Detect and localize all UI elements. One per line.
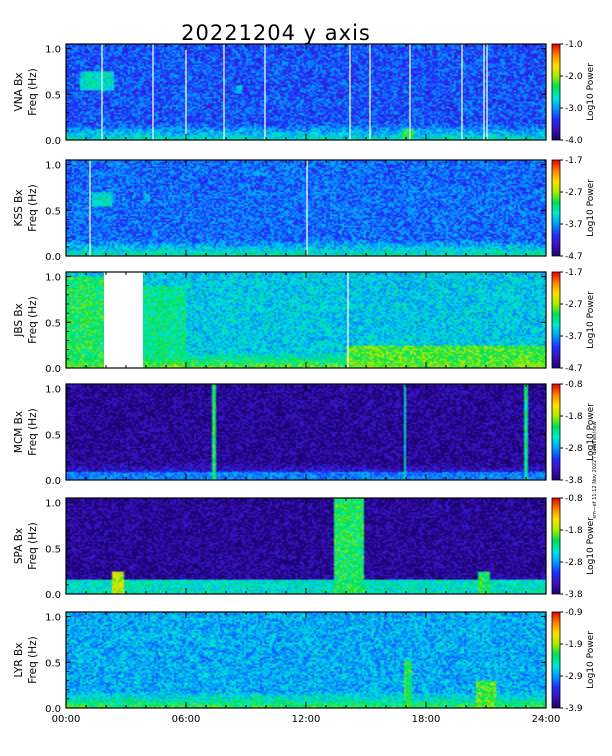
colorbar-tick-label: -2.7 — [565, 300, 583, 310]
colorbar — [551, 271, 561, 369]
colorbar-tick-label: -2.7 — [565, 188, 583, 198]
x-tick-label: 00:00 — [52, 714, 81, 725]
colorbar-label: Log10 Power — [586, 179, 596, 237]
colorbar — [551, 611, 561, 709]
y-tick-label: 0.5 — [45, 430, 61, 441]
station-label: LYR Bx — [13, 643, 25, 678]
y-tick-label: 1.0 — [45, 499, 61, 510]
panel-spa: 0.0 0.5 1.0 SPA Bx Freq (Hz) -0.8 -1.8 -2.8 -3.8… — [13, 494, 596, 601]
panel-kss: 0.0 0.5 1.0 KSS Bx Freq (Hz) -1.7 -2.7 -3.7 -4.7… — [13, 156, 596, 263]
colorbar-label: Log10 Power — [586, 403, 596, 461]
colorbar-tick-label: -3.7 — [565, 220, 583, 230]
colorbar-tick-label: -4.7 — [565, 364, 583, 374]
spectrogram-image — [66, 612, 546, 708]
y-tick-label: 0.0 — [45, 590, 61, 601]
station-label: SPA Bx — [13, 528, 25, 564]
x-tick-label: 12:00 — [292, 714, 321, 725]
colorbar-tick-label: -0.9 — [565, 608, 583, 618]
colorbar — [551, 497, 561, 595]
spectrogram-image — [66, 384, 546, 480]
colorbar-tick-label: -3.7 — [565, 332, 583, 342]
freq-axis-label: Freq (Hz) — [27, 184, 39, 231]
y-tick-label: 0.5 — [45, 658, 61, 669]
colorbar-tick-label: -0.8 — [565, 380, 583, 390]
y-tick-label: 0.0 — [45, 476, 61, 487]
colorbar-label: Log10 Power — [586, 517, 596, 575]
colorbar-tick-label: -2.8 — [565, 558, 583, 568]
colorbar-tick-label: -1.8 — [565, 526, 583, 536]
freq-axis-label: Freq (Hz) — [27, 68, 39, 115]
y-tick-label: 1.0 — [45, 273, 61, 284]
colorbar-tick-label: -2.0 — [565, 72, 583, 82]
y-tick-label: 1.0 — [45, 45, 61, 56]
y-tick-label: 1.0 — [45, 161, 61, 172]
spectrogram-image — [66, 160, 546, 256]
freq-axis-label: Freq (Hz) — [27, 296, 39, 343]
panel-lyr: 0.0 0.5 1.0 LYR Bx Freq (Hz) -0.9 -1.9 -2.9 -3.9… — [13, 608, 596, 715]
colorbar-tick-label: -3.9 — [565, 704, 583, 714]
colorbar-label: Log10 Power — [586, 63, 596, 121]
colorbar-tick-label: -2.9 — [565, 672, 583, 682]
station-label: KSS Bx — [13, 190, 25, 227]
spectrogram-image — [66, 272, 546, 368]
figure-title: 20221204 y axis — [181, 21, 371, 45]
x-tick-label: 06:00 — [172, 714, 201, 725]
colorbar-tick-label: -1.8 — [565, 412, 583, 422]
x-tick-label: 24:00 — [532, 714, 561, 725]
freq-axis-label: Freq (Hz) — [27, 522, 39, 569]
colorbar-tick-label: -4.0 — [565, 136, 583, 146]
y-tick-label: 0.0 — [45, 704, 61, 715]
y-tick-label: 0.5 — [45, 544, 61, 555]
panel-mcm: 0.0 0.5 1.0 MCM Bx Freq (Hz) -0.8 -1.8 -2.8 -3.8… — [13, 380, 596, 487]
x-tick-label: 18:00 — [412, 714, 441, 725]
colorbar-tick-label: -3.8 — [565, 476, 583, 486]
panel-vna: 0.0 0.5 1.0 VNA Bx Freq (Hz) -1.0 -2.0 -3.0 -4.0… — [13, 40, 596, 147]
y-tick-label: 0.0 — [45, 252, 61, 263]
colorbar-label: Log10 Power — [586, 291, 596, 349]
y-tick-label: 0.0 — [45, 364, 61, 375]
y-tick-label: 0.5 — [45, 318, 61, 329]
colorbar-tick-label: -4.7 — [565, 252, 583, 262]
y-tick-label: 0.5 — [45, 90, 61, 101]
colorbar-tick-label: -1.7 — [565, 268, 583, 278]
freq-axis-label: Freq (Hz) — [27, 408, 39, 455]
colorbar-label: Log10 Power — [586, 631, 596, 689]
colorbar-tick-label: -1.0 — [565, 40, 583, 50]
panel-jbs: 0.0 0.5 1.0 JBS Bx Freq (Hz) -1.7 -2.7 -3.7 -4.7… — [13, 268, 596, 375]
y-tick-label: 0.5 — [45, 206, 61, 217]
colorbar-tick-label: -3.0 — [565, 104, 583, 114]
spectrogram-image — [66, 498, 546, 594]
colorbar — [551, 159, 561, 257]
y-tick-label: 1.0 — [45, 613, 61, 624]
colorbar-tick-label: -1.7 — [565, 156, 583, 166]
spectrogram-image — [66, 44, 546, 140]
colorbar-tick-label: -0.8 — [565, 494, 583, 504]
x-axis: 00:00 06:00 12:00 18:00 24:00 — [52, 714, 561, 725]
y-tick-label: 1.0 — [45, 385, 61, 396]
colorbar-tick-label: -3.8 — [565, 590, 583, 600]
colorbar-tick-label: -1.9 — [565, 640, 583, 650]
station-label: JBS Bx — [13, 303, 25, 338]
station-label: MCM Bx — [13, 411, 25, 453]
data-gap — [104, 272, 143, 368]
colorbar — [551, 43, 561, 141]
colorbar-tick-label: -2.8 — [565, 444, 583, 454]
colorbar — [551, 383, 561, 481]
side-note: sm—ef 11:12 Nov 2022 / datafiles/new — [592, 421, 598, 518]
freq-axis-label: Freq (Hz) — [27, 636, 39, 683]
station-label: VNA Bx — [13, 73, 25, 112]
y-tick-label: 0.0 — [45, 136, 61, 147]
